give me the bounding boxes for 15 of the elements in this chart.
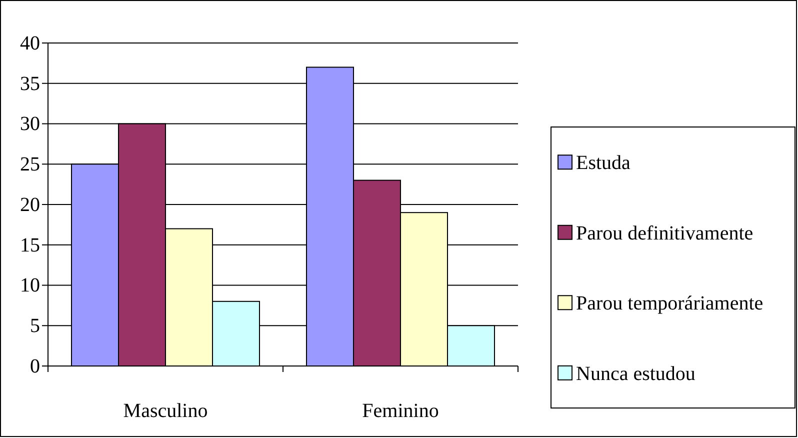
y-tick-label: 10 (20, 274, 40, 297)
legend-label: Parou temporáriamente (576, 292, 764, 315)
x-tick-label: Masculino (123, 400, 208, 422)
y-tick-label: 0 (30, 355, 40, 378)
y-tick-label: 20 (20, 194, 40, 216)
legend-label: Parou definitivamente (576, 222, 754, 244)
y-tick-label: 25 (20, 154, 40, 176)
legend-label: Estuda (576, 152, 631, 174)
y-tick-label: 15 (20, 234, 40, 256)
x-tick-label: Feminino (362, 400, 439, 422)
y-tick-label: 35 (20, 72, 40, 95)
legend-label: Nunca estudou (576, 362, 696, 385)
y-tick-label: 30 (20, 113, 40, 136)
y-tick-label: 5 (30, 315, 40, 338)
y-tick-label: 40 (20, 32, 40, 54)
